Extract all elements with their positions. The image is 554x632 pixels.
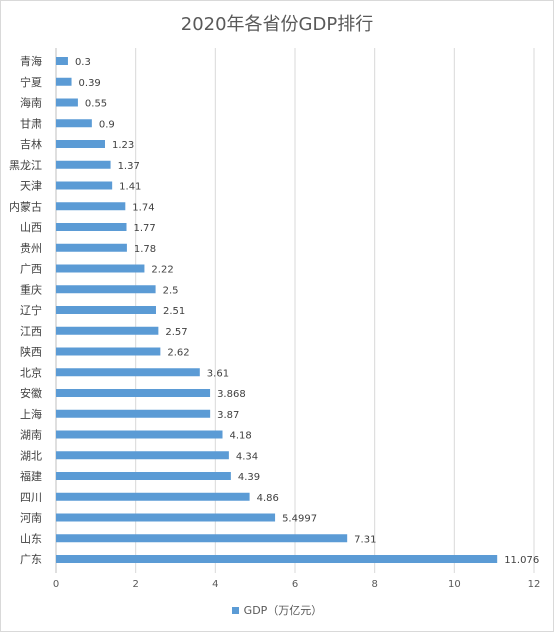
bar bbox=[56, 347, 161, 356]
category-label: 黑龙江 bbox=[9, 159, 42, 172]
category-label: 湖南 bbox=[20, 429, 42, 442]
x-tick-label: 6 bbox=[292, 579, 298, 590]
bar bbox=[56, 555, 498, 563]
category-label: 四川 bbox=[20, 491, 42, 504]
data-label: 1.23 bbox=[112, 140, 134, 151]
category-label: 山西 bbox=[20, 221, 42, 234]
data-label: 1.78 bbox=[134, 244, 156, 255]
bar bbox=[56, 264, 145, 273]
category-label: 海南 bbox=[20, 96, 42, 110]
bar bbox=[56, 119, 92, 128]
legend-swatch bbox=[231, 606, 239, 614]
category-label: 重庆 bbox=[20, 282, 42, 296]
bar bbox=[56, 98, 78, 107]
data-label: 4.39 bbox=[238, 472, 260, 483]
data-label: 3.87 bbox=[217, 410, 239, 421]
x-tick-label: 8 bbox=[371, 579, 377, 590]
data-label: 3.61 bbox=[207, 368, 229, 379]
bar bbox=[56, 160, 111, 169]
data-label: 1.74 bbox=[132, 202, 154, 213]
chart-title: 2020年各省份GDP排行 bbox=[180, 14, 374, 35]
category-label: 江西 bbox=[20, 325, 42, 338]
data-label: 2.51 bbox=[163, 306, 185, 317]
bar bbox=[56, 326, 159, 335]
category-label: 广西 bbox=[20, 263, 42, 276]
category-label: 河南 bbox=[20, 512, 42, 525]
category-label: 上海 bbox=[20, 407, 42, 421]
category-label: 辽宁 bbox=[20, 303, 42, 317]
category-label: 广东 bbox=[20, 553, 42, 566]
bar bbox=[56, 77, 72, 86]
category-label: 北京 bbox=[20, 365, 42, 379]
bar bbox=[56, 140, 105, 148]
data-label: 2.62 bbox=[167, 348, 189, 359]
category-label: 湖北 bbox=[20, 449, 42, 462]
data-label: 1.77 bbox=[134, 223, 156, 234]
bar bbox=[56, 409, 211, 418]
category-label: 贵州 bbox=[20, 242, 42, 255]
x-tick-label: 4 bbox=[212, 579, 218, 590]
bar bbox=[56, 202, 126, 211]
data-label: 5.4997 bbox=[282, 514, 317, 525]
legend: GDP（万亿元） bbox=[0, 602, 554, 618]
data-label: 0.55 bbox=[85, 99, 107, 110]
data-label: 2.5 bbox=[163, 285, 179, 296]
data-label: 0.3 bbox=[75, 57, 91, 68]
data-label: 4.34 bbox=[236, 451, 258, 462]
bar bbox=[56, 368, 200, 377]
bar bbox=[56, 430, 223, 439]
bar bbox=[56, 285, 156, 294]
legend-label: GDP（万亿元） bbox=[243, 604, 323, 617]
category-label: 山东 bbox=[20, 532, 42, 545]
bar bbox=[56, 181, 113, 190]
data-label: 4.86 bbox=[257, 493, 279, 504]
category-label: 内蒙古 bbox=[9, 199, 42, 213]
data-label: 2.22 bbox=[151, 265, 173, 276]
data-label: 4.18 bbox=[230, 431, 252, 442]
data-label: 11.076 bbox=[504, 555, 539, 566]
bar bbox=[56, 57, 68, 65]
bar bbox=[56, 243, 127, 252]
x-tick-label: 2 bbox=[132, 579, 138, 590]
x-tick-label: 0 bbox=[53, 579, 59, 590]
category-label: 宁夏 bbox=[20, 75, 42, 89]
bar bbox=[56, 389, 211, 397]
data-label: 1.41 bbox=[119, 182, 141, 193]
category-label: 福建 bbox=[20, 469, 42, 483]
data-label: 0.39 bbox=[79, 78, 101, 89]
bar bbox=[56, 534, 348, 543]
category-label: 天津 bbox=[20, 180, 42, 193]
data-label: 7.31 bbox=[354, 534, 376, 545]
data-label: 0.9 bbox=[99, 119, 115, 130]
bar bbox=[56, 513, 276, 522]
x-tick-label: 12 bbox=[528, 579, 541, 590]
category-label: 甘肃 bbox=[20, 117, 42, 130]
bar bbox=[56, 223, 127, 231]
category-label: 陕西 bbox=[20, 345, 42, 359]
category-label: 青海 bbox=[20, 54, 42, 68]
bar bbox=[56, 472, 231, 480]
data-label: 1.37 bbox=[118, 161, 140, 172]
data-label: 2.57 bbox=[165, 327, 187, 338]
bar bbox=[56, 492, 250, 501]
data-label: 3.868 bbox=[217, 389, 246, 400]
bar bbox=[56, 306, 156, 314]
category-label: 吉林 bbox=[20, 137, 42, 151]
category-label: 安徽 bbox=[20, 386, 42, 400]
bar bbox=[56, 451, 229, 460]
x-tick-label: 10 bbox=[448, 579, 461, 590]
